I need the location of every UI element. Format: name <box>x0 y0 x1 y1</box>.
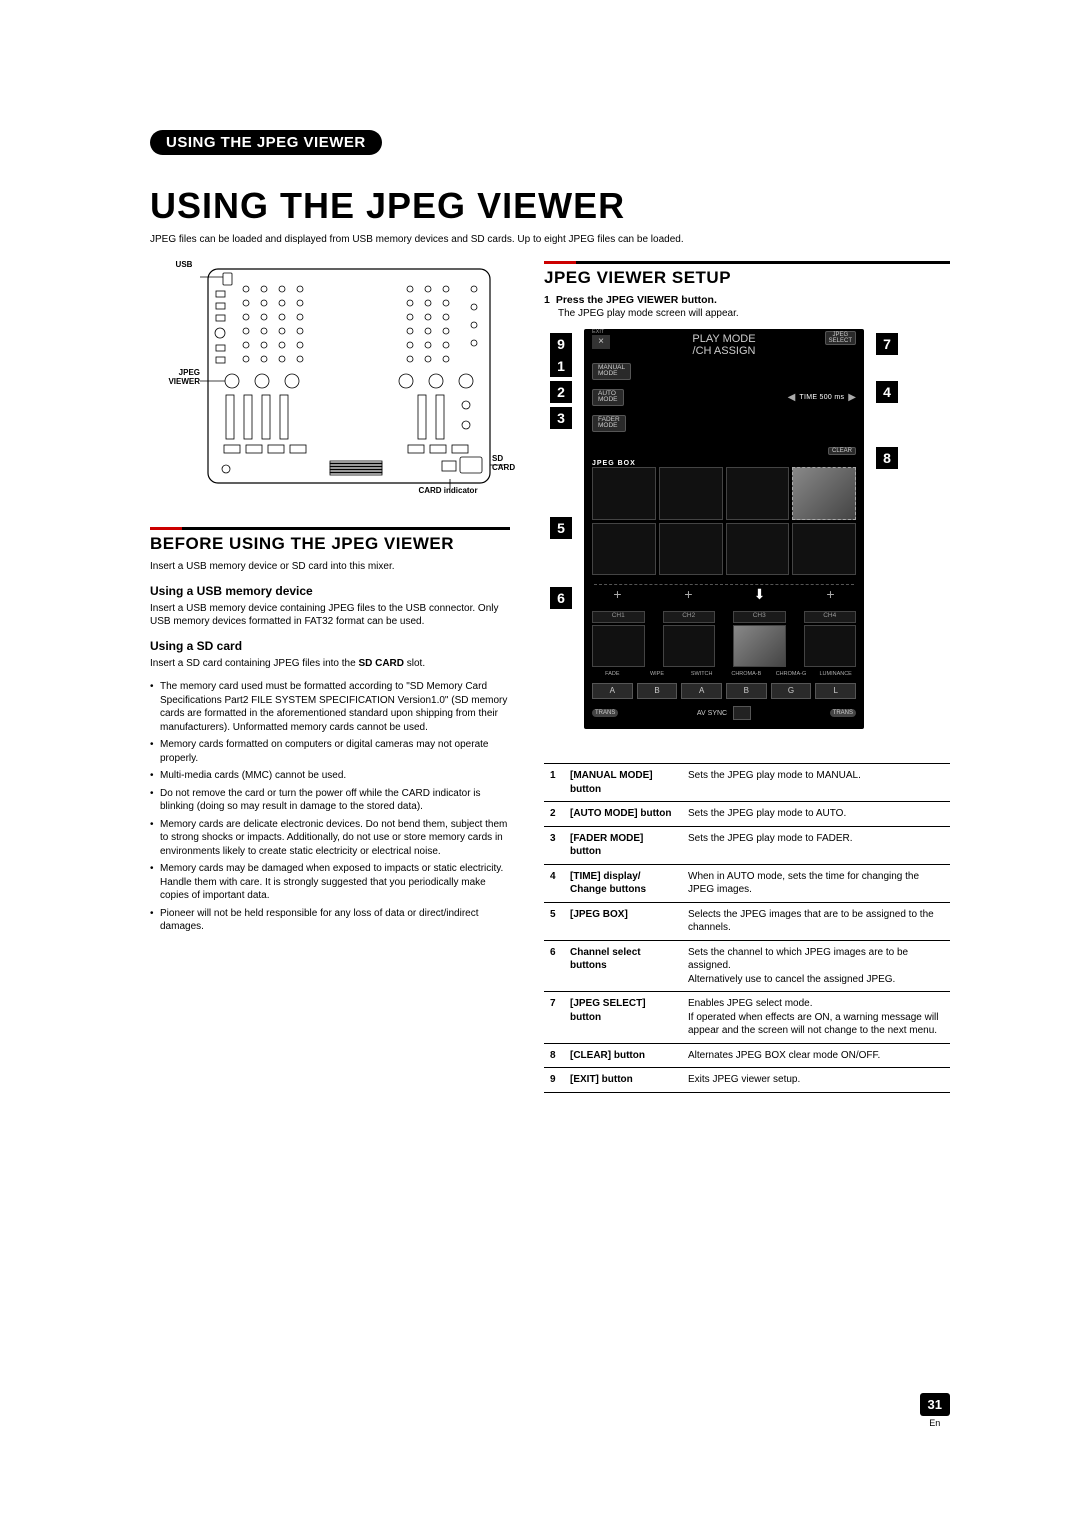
sd-bullet: Memory cards may be damaged when exposed… <box>150 862 510 903</box>
table-row: 5[JPEG BOX]Selects the JPEG images that … <box>544 902 950 940</box>
page-number: 31 En <box>920 1393 950 1428</box>
transition-button: A <box>592 683 633 699</box>
screen-channel-plus-row: ++⬇+ <box>592 587 856 603</box>
table-row: 1[MANUAL MODE] buttonSets the JPEG play … <box>544 764 950 802</box>
sd-bullet: Pioneer will not be held responsible for… <box>150 907 510 934</box>
diagram-label-jpeg-viewer: JPEG VIEWER <box>150 369 200 387</box>
screen-title: PLAY MODE/CH ASSIGN <box>592 333 856 357</box>
screen-jpeg-box-label: JPEG BOX <box>592 460 636 467</box>
transition-label: SWITCH <box>681 671 722 681</box>
section-pill: USING THE JPEG VIEWER <box>150 130 382 155</box>
screen-channel-images <box>592 625 856 667</box>
transition-button: B <box>726 683 767 699</box>
accent-rule <box>544 261 950 264</box>
page-title: USING THE JPEG VIEWER <box>150 185 950 227</box>
channel-label: CH2 <box>663 611 716 623</box>
sd-bullet: Do not remove the card or turn the power… <box>150 787 510 814</box>
callout-2: 2 <box>550 381 572 403</box>
transition-label: WIPE <box>637 671 678 681</box>
screen-time: TIME 500 ms <box>799 394 844 401</box>
diagram-label-card-indicator: CARD indicator <box>388 487 508 496</box>
before-heading: BEFORE USING THE JPEG VIEWER <box>150 534 510 554</box>
transition-button: G <box>771 683 812 699</box>
table-row: 7[JPEG SELECT] buttonEnables JPEG select… <box>544 992 950 1044</box>
arrow-right-icon: ▶ <box>848 392 856 403</box>
callout-1: 1 <box>550 355 572 377</box>
callout-6: 6 <box>550 587 572 609</box>
screen-trans-badge-left: TRANS <box>592 709 618 717</box>
intro-text: JPEG files can be loaded and displayed f… <box>150 233 950 247</box>
table-row: 9[EXIT] buttonExits JPEG viewer setup. <box>544 1068 950 1093</box>
callout-3: 3 <box>550 407 572 429</box>
diagram-label-sd-card: SD CARD <box>492 455 522 473</box>
screen-transition-buttons: ABABGL <box>592 683 856 699</box>
transition-label: FADE <box>592 671 633 681</box>
sd-bullet: The memory card used must be formatted a… <box>150 680 510 734</box>
screen-diagram: EXIT × JPEG SELECT PLAY MODE/CH ASSIGN M… <box>544 329 904 739</box>
screen-auto-mode: AUTO MODE <box>592 389 624 406</box>
screen-transition-labels: FADE WIPESWITCH CHROMA-B CHROMA-GLUMINANCE <box>592 671 856 681</box>
setup-heading: JPEG VIEWER SETUP <box>544 268 950 288</box>
arrow-left-icon: ◀ <box>788 392 796 403</box>
screen-avsync-label: AV SYNC <box>697 710 727 717</box>
usb-para: Insert a USB memory device containing JP… <box>150 602 510 629</box>
screen-avsync-bar <box>733 706 751 720</box>
channel-label: CH3 <box>733 611 786 623</box>
callout-9: 9 <box>550 333 572 355</box>
mixer-diagram: USB JPEG VIEWER SD CARD CARD indicator <box>150 261 510 501</box>
table-row: 8[CLEAR] buttonAlternates JPEG BOX clear… <box>544 1043 950 1068</box>
sd-bullet-list: The memory card used must be formatted a… <box>150 680 510 934</box>
step-1-desc: The JPEG play mode screen will appear. <box>544 308 950 319</box>
transition-button: B <box>637 683 678 699</box>
table-row: 6Channel select buttonsSets the channel … <box>544 940 950 992</box>
sd-bullet: Multi-media cards (MMC) cannot be used. <box>150 769 510 783</box>
table-row: 4[TIME] display/ Change buttonsWhen in A… <box>544 864 950 902</box>
transition-label: CHROMA-G <box>771 671 812 681</box>
sd-heading: Using a SD card <box>150 639 510 653</box>
reference-table: 1[MANUAL MODE] buttonSets the JPEG play … <box>544 763 950 1093</box>
callout-5: 5 <box>550 517 572 539</box>
transition-button: L <box>815 683 856 699</box>
step-1: 1Press the JPEG VIEWER button. <box>544 294 950 306</box>
transition-label: LUMINANCE <box>815 671 856 681</box>
channel-label: CH1 <box>592 611 645 623</box>
table-row: 2[AUTO MODE] buttonSets the JPEG play mo… <box>544 802 950 827</box>
callout-8: 8 <box>876 447 898 469</box>
transition-button: A <box>681 683 722 699</box>
callout-7: 7 <box>876 333 898 355</box>
table-row: 3[FADER MODE] buttonSets the JPEG play m… <box>544 826 950 864</box>
before-intro: Insert a USB memory device or SD card in… <box>150 560 510 574</box>
channel-label: CH4 <box>804 611 857 623</box>
screen-channel-labels: CH1 CH2 CH3 CH4 <box>592 611 856 623</box>
screen-trans-badge-right: TRANS <box>830 709 856 717</box>
usb-heading: Using a USB memory device <box>150 584 510 598</box>
screen-jpeg-box-grid <box>592 467 856 575</box>
sd-bullet: Memory cards are delicate electronic dev… <box>150 818 510 859</box>
diagram-label-usb: USB <box>170 261 198 270</box>
screen-fader-mode: FADER MODE <box>592 415 626 432</box>
accent-rule <box>150 527 510 530</box>
callout-4: 4 <box>876 381 898 403</box>
sd-bullet: Memory cards formatted on computers or d… <box>150 738 510 765</box>
transition-label: CHROMA-B <box>726 671 767 681</box>
screen-manual-mode: MANUAL MODE <box>592 363 631 380</box>
sd-intro: Insert a SD card containing JPEG files i… <box>150 657 510 671</box>
